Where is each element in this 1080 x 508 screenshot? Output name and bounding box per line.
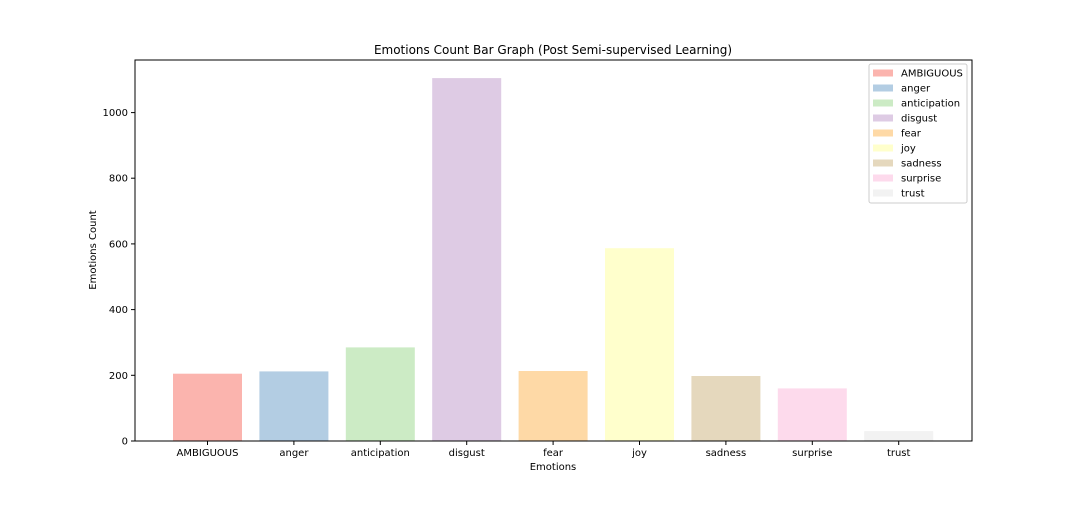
x-tick-label: anger — [279, 448, 309, 459]
y-tick-label: 800 — [109, 174, 128, 185]
legend-label: disgust — [901, 114, 937, 125]
legend-label: AMBIGUOUS — [901, 69, 963, 80]
legend-swatch-disgust — [873, 114, 893, 122]
x-axis: AMBIGUOUS anger anticipation disgust fear joy… — [177, 441, 911, 459]
legend: AMBIGUOUS anger anticipation disgust fear joy… — [868, 63, 968, 204]
y-axis-label: Emotions Count — [88, 210, 99, 289]
x-tick-label: joy — [631, 448, 647, 459]
y-axis: 0 200 400 600 800 1000 — [103, 108, 135, 448]
chart-title: Emotions Count Bar Graph (Post Semi-supe… — [374, 43, 732, 57]
bar-joy — [605, 248, 674, 441]
legend-swatch-ambiguous — [873, 69, 893, 77]
legend-swatch-joy — [873, 144, 893, 152]
x-tick-label: AMBIGUOUS — [177, 448, 239, 459]
legend-swatch-anger — [873, 84, 893, 92]
x-tick-label: anticipation — [351, 448, 410, 459]
x-tick-label: surprise — [792, 448, 832, 459]
bars-group — [173, 78, 934, 441]
legend-swatch-surprise — [873, 174, 893, 182]
y-tick-label: 1000 — [103, 108, 128, 119]
x-tick-label: sadness — [706, 448, 747, 459]
bar-anticipation — [345, 347, 415, 441]
y-tick-label: 600 — [109, 239, 128, 250]
legend-swatch-trust — [873, 189, 893, 197]
y-tick-label: 0 — [122, 437, 128, 448]
y-tick-label: 200 — [109, 371, 128, 382]
x-tick-label: fear — [543, 448, 564, 459]
legend-swatch-sadness — [873, 159, 893, 167]
x-tick-label: disgust — [449, 448, 485, 459]
bar-sadness — [691, 376, 761, 441]
bar-disgust — [432, 78, 502, 441]
legend-label: surprise — [901, 174, 941, 185]
bar-surprise — [777, 388, 847, 441]
legend-box — [868, 63, 968, 204]
bar-trust — [864, 431, 934, 441]
bar-anger — [259, 371, 329, 441]
legend-swatch-anticipation — [873, 99, 893, 107]
x-axis-label: Emotions — [530, 462, 577, 473]
legend-label: fear — [901, 129, 922, 140]
x-tick-label: trust — [887, 448, 911, 459]
legend-label: joy — [900, 144, 916, 155]
legend-label: anticipation — [901, 99, 960, 110]
legend-label: anger — [901, 84, 931, 95]
y-tick-label: 400 — [109, 305, 128, 316]
bar-ambiguous — [173, 373, 242, 441]
bar-fear — [518, 371, 588, 441]
legend-swatch-fear — [873, 129, 893, 137]
legend-label: trust — [901, 189, 925, 200]
legend-label: sadness — [901, 159, 942, 170]
